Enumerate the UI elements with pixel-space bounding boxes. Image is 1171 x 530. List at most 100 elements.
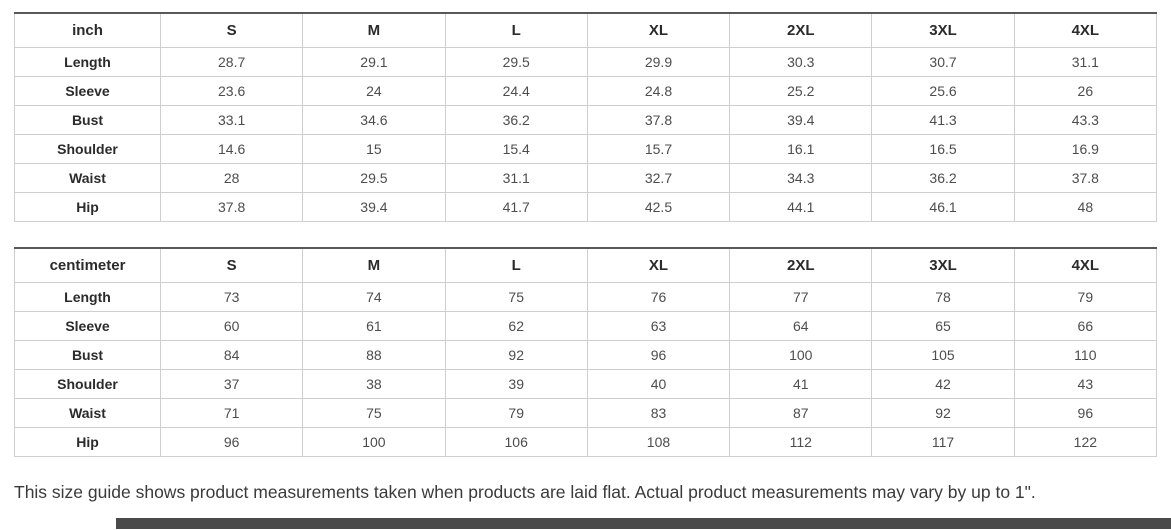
measurement-value-cell: 28.7 xyxy=(159,47,304,77)
measurement-value-cell: 88 xyxy=(302,340,446,370)
table-row: Waist 71 75 79 83 87 92 96 xyxy=(14,398,1158,428)
measurement-value-cell: 74 xyxy=(302,282,446,312)
measurement-value-cell: 41.7 xyxy=(444,192,588,222)
measurement-value-cell: 79 xyxy=(444,398,588,428)
measurement-label-cell: Sleeve xyxy=(14,76,161,106)
measurement-value-cell: 61 xyxy=(302,311,446,341)
measurement-value-cell: 26 xyxy=(1013,76,1158,106)
measurement-value-cell: 105 xyxy=(871,340,1015,370)
measurement-value-cell: 39.4 xyxy=(729,105,873,135)
measurement-value-cell: 34.3 xyxy=(729,163,873,193)
measurement-value-cell: 30.3 xyxy=(729,47,873,77)
measurement-value-cell: 31.1 xyxy=(444,163,588,193)
measurement-value-cell: 84 xyxy=(159,340,304,370)
measurement-value-cell: 14.6 xyxy=(159,134,304,164)
measurement-value-cell: 65 xyxy=(871,311,1015,341)
measurement-value-cell: 79 xyxy=(1013,282,1158,312)
size-guide-note: This size guide shows product measuremen… xyxy=(14,482,1036,502)
size-header-cell: S xyxy=(159,247,304,283)
measurement-value-cell: 100 xyxy=(302,427,446,457)
measurement-value-cell: 96 xyxy=(1013,398,1158,428)
size-table-centimeter: centimeter S M L XL 2XL 3XL 4XL Length 73 74 75 76 77… xyxy=(14,247,1158,457)
measurement-value-cell: 92 xyxy=(871,398,1015,428)
measurement-value-cell: 48 xyxy=(1013,192,1158,222)
header-row: inch S M L XL 2XL 3XL 4XL xyxy=(14,12,1158,48)
measurement-label-cell: Shoulder xyxy=(14,369,161,399)
size-guide-page: inch S M L XL 2XL 3XL 4XL Length 28.7 29.1 29.5 29.9… xyxy=(14,12,1158,503)
table-row: Hip 96 100 106 108 112 117 122 xyxy=(14,427,1158,457)
size-header-cell: 4XL xyxy=(1013,12,1158,48)
table-row: Shoulder 37 38 39 40 41 42 43 xyxy=(14,369,1158,399)
measurement-value-cell: 16.1 xyxy=(729,134,873,164)
size-header-cell: S xyxy=(159,12,304,48)
measurement-value-cell: 83 xyxy=(586,398,731,428)
size-header-cell: 3XL xyxy=(871,12,1015,48)
measurement-label-cell: Length xyxy=(14,282,161,312)
measurement-value-cell: 75 xyxy=(444,282,588,312)
measurement-value-cell: 25.2 xyxy=(729,76,873,106)
measurement-value-cell: 41 xyxy=(729,369,873,399)
measurement-label-cell: Waist xyxy=(14,398,161,428)
table-row: Shoulder 14.6 15 15.4 15.7 16.1 16.5 16.9 xyxy=(14,134,1158,164)
measurement-value-cell: 37.8 xyxy=(159,192,304,222)
table-row: Length 73 74 75 76 77 78 79 xyxy=(14,282,1158,312)
measurement-label-cell: Length xyxy=(14,47,161,77)
measurement-value-cell: 43 xyxy=(1013,369,1158,399)
measurement-value-cell: 73 xyxy=(159,282,304,312)
table-row: Bust 84 88 92 96 100 105 110 xyxy=(14,340,1158,370)
size-header-cell: XL xyxy=(586,247,731,283)
measurement-value-cell: 108 xyxy=(586,427,731,457)
measurement-label-cell: Bust xyxy=(14,340,161,370)
measurement-value-cell: 106 xyxy=(444,427,588,457)
measurement-value-cell: 32.7 xyxy=(586,163,731,193)
measurement-value-cell: 41.3 xyxy=(871,105,1015,135)
measurement-value-cell: 63 xyxy=(586,311,731,341)
table-row: Hip 37.8 39.4 41.7 42.5 44.1 46.1 48 xyxy=(14,192,1158,222)
measurement-value-cell: 15 xyxy=(302,134,446,164)
measurement-value-cell: 30.7 xyxy=(871,47,1015,77)
measurement-value-cell: 39 xyxy=(444,369,588,399)
measurement-label-cell: Sleeve xyxy=(14,311,161,341)
measurement-value-cell: 38 xyxy=(302,369,446,399)
size-header-cell: 4XL xyxy=(1013,247,1158,283)
measurement-value-cell: 15.4 xyxy=(444,134,588,164)
measurement-value-cell: 78 xyxy=(871,282,1015,312)
measurement-value-cell: 117 xyxy=(871,427,1015,457)
measurement-value-cell: 112 xyxy=(729,427,873,457)
measurement-value-cell: 29.1 xyxy=(302,47,446,77)
measurement-label-cell: Waist xyxy=(14,163,161,193)
measurement-value-cell: 24.8 xyxy=(586,76,731,106)
measurement-label-cell: Hip xyxy=(14,192,161,222)
measurement-value-cell: 42 xyxy=(871,369,1015,399)
measurement-value-cell: 37.8 xyxy=(586,105,731,135)
measurement-value-cell: 62 xyxy=(444,311,588,341)
measurement-value-cell: 15.7 xyxy=(586,134,731,164)
measurement-value-cell: 77 xyxy=(729,282,873,312)
measurement-value-cell: 36.2 xyxy=(444,105,588,135)
measurement-value-cell: 92 xyxy=(444,340,588,370)
measurement-value-cell: 75 xyxy=(302,398,446,428)
measurement-value-cell: 36.2 xyxy=(871,163,1015,193)
table-row: Waist 28 29.5 31.1 32.7 34.3 36.2 37.8 xyxy=(14,163,1158,193)
measurement-value-cell: 110 xyxy=(1013,340,1158,370)
size-header-cell: 2XL xyxy=(729,247,873,283)
size-header-cell: XL xyxy=(586,12,731,48)
measurement-value-cell: 37.8 xyxy=(1013,163,1158,193)
measurement-value-cell: 24 xyxy=(302,76,446,106)
size-header-cell: 2XL xyxy=(729,12,873,48)
measurement-value-cell: 34.6 xyxy=(302,105,446,135)
size-header-cell: M xyxy=(302,12,446,48)
measurement-value-cell: 46.1 xyxy=(871,192,1015,222)
measurement-label-cell: Shoulder xyxy=(14,134,161,164)
measurement-value-cell: 37 xyxy=(159,369,304,399)
measurement-value-cell: 96 xyxy=(159,427,304,457)
cutoff-bottom-bar xyxy=(116,518,1171,529)
table-row: Sleeve 60 61 62 63 64 65 66 xyxy=(14,311,1158,341)
measurement-value-cell: 29.5 xyxy=(444,47,588,77)
measurement-label-cell: Bust xyxy=(14,105,161,135)
header-row: centimeter S M L XL 2XL 3XL 4XL xyxy=(14,247,1158,283)
table-row: Length 28.7 29.1 29.5 29.9 30.3 30.7 31.1 xyxy=(14,47,1158,77)
size-header-cell: L xyxy=(444,12,588,48)
measurement-value-cell: 29.5 xyxy=(302,163,446,193)
measurement-value-cell: 122 xyxy=(1013,427,1158,457)
